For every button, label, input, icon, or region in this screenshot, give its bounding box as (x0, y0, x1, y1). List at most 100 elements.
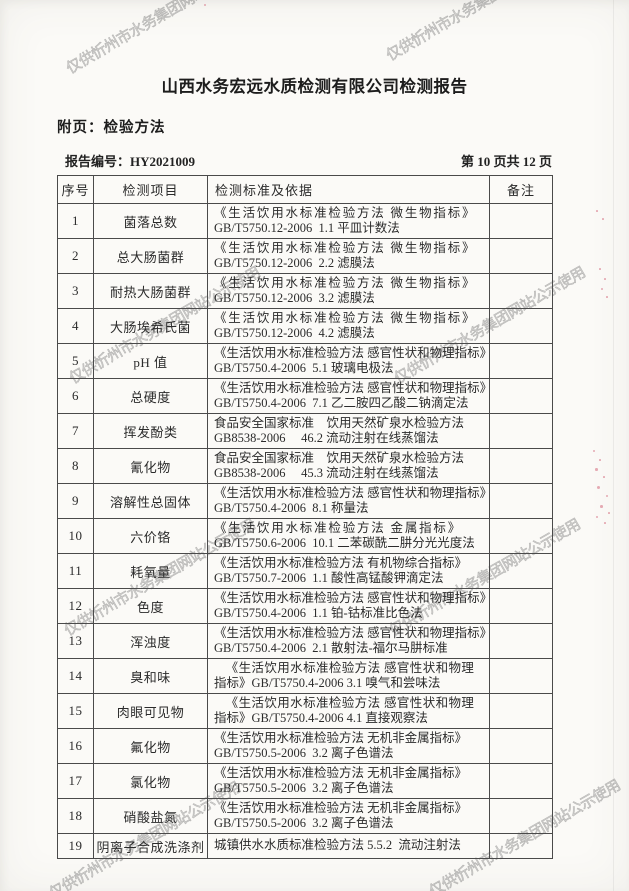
standard-cell: 《生活饮用水标准检验方法 无机非金属指标》 GB/T5750.5-2006 3.2… (207, 763, 490, 799)
standard-cell: 《生活饮用水标准检验方法 感官性状和物理指标》 GB/T5750.4-2006 5… (207, 343, 490, 379)
table-header-row: 序号 检测项目 检测标准及依据 备注 (57, 175, 553, 204)
remark-cell (489, 693, 553, 729)
standard-cell: 《生活饮用水标准检验方法 感官性状和物理指标》 GB/T5750.4-2006 7… (207, 378, 490, 414)
page-indicator: 第 10 页共 12 页 (460, 154, 552, 169)
standard-line1: 《生活饮用水标准检验方法 感官性状和物理指标》 (214, 590, 490, 605)
column-header-item: 检测项目 (93, 175, 208, 204)
standard-line2: 指标》GB/T5750.4-2006 4.1 直接观察法 (214, 711, 428, 725)
standard-cell: 《生活饮用水标准检验方法 微生物指标》 GB/T5750.12-2006 4.2 … (207, 308, 490, 344)
standard-cell: 食品安全国家标准 饮用天然矿泉水检验方法 GB8538-2006 46.2 流动注… (207, 413, 490, 449)
standard-line1: 《生活饮用水标准检验方法 感官性状和物理指标》 (214, 625, 490, 640)
test-item-cell: 氰化物 (93, 448, 208, 484)
remark-cell (489, 448, 553, 484)
table-row: 2 总大肠菌群 《生活饮用水标准检验方法 微生物指标》 GB/T5750.12-200… (57, 238, 553, 274)
table-row: 17 氯化物 《生活饮用水标准检验方法 无机非金属指标》 GB/T5750.5-200… (57, 763, 553, 799)
test-item-cell: 大肠埃希氏菌 (93, 308, 208, 344)
standard-line1: 《生活饮用水标准检验方法 微生物指标》 (214, 275, 477, 290)
standard-cell: 《生活饮用水标准检验方法 感官性状和物理 指标》GB/T5750.4-2006 3… (207, 658, 490, 694)
methods-table-body: 1 菌落总数 《生活饮用水标准检验方法 微生物指标》 GB/T5750.12-2006… (57, 203, 553, 859)
standard-cell: 《生活饮用水标准检验方法 无机非金属指标》 GB/T5750.5-2006 3.2… (207, 728, 490, 764)
test-item-cell: 浑浊度 (93, 623, 208, 659)
table-row: 6 总硬度 《生活饮用水标准检验方法 感官性状和物理指标》 GB/T5750.4-20… (57, 378, 553, 414)
remark-cell (489, 413, 553, 449)
remark-cell (489, 343, 553, 379)
test-item-cell: 耗氧量 (93, 553, 208, 589)
standard-line2: GB/T5750.4-2006 2.1 散射法-福尔马肼标准 (214, 641, 448, 655)
standard-line1: 《生活饮用水标准检验方法 微生物指标》 (214, 205, 477, 220)
standard-line1: 食品安全国家标准 饮用天然矿泉水检验方法 (214, 450, 465, 465)
test-item-cell: 挥发酚类 (93, 413, 208, 449)
table-row: 9 溶解性总固体 《生活饮用水标准检验方法 感官性状和物理指标》 GB/T5750.4… (57, 483, 553, 519)
table-row: 18 硝酸盐氮 《生活饮用水标准检验方法 无机非金属指标》 GB/T5750.5-20… (57, 798, 553, 834)
standard-line1: 《生活饮用水标准检验方法 感官性状和物理 (225, 695, 475, 710)
remark-cell (489, 273, 553, 309)
report-number: 报告编号：HY2021009 (65, 151, 195, 170)
page-title: 山西水务宏远水质检测有限公司检测报告 (161, 78, 468, 96)
table-row: 3 耐热大肠菌群 《生活饮用水标准检验方法 微生物指标》 GB/T5750.12-20… (57, 273, 553, 309)
standard-line2: GB/T5750.7-2006 1.1 酸性高锰酸钾滴定法 (214, 571, 444, 585)
test-item-cell: 总硬度 (93, 378, 208, 414)
standard-cell: 《生活饮用水标准检验方法 无机非金属指标》 GB/T5750.5-2006 3.2… (207, 798, 490, 834)
report-number-value: HY2021009 (130, 154, 196, 169)
standard-line1: 《生活饮用水标准检验方法 感官性状和物理 (225, 660, 475, 675)
row-number-cell: 14 (57, 658, 94, 694)
remark-cell (489, 763, 553, 799)
standard-line2: GB8538-2006 46.2 流动注射在线蒸馏法 (214, 431, 439, 445)
standard-cell: 《生活饮用水标准检验方法 感官性状和物理指标》 GB/T5750.4-2006 8… (207, 483, 490, 519)
standard-cell: 《生活饮用水标准检验方法 微生物指标》 GB/T5750.12-2006 3.2 … (207, 273, 490, 309)
column-header-no: 序号 (57, 175, 94, 204)
row-number-cell: 11 (57, 553, 94, 589)
standard-cell: 《生活饮用水标准检验方法 金属指标》 GB/T5750.6-2006 10.1 二… (207, 518, 490, 554)
standard-line1: 《生活饮用水标准检验方法 无机非金属指标》 (214, 800, 468, 815)
standard-line1: 食品安全国家标准 饮用天然矿泉水检验方法 (214, 415, 465, 430)
remark-cell (489, 588, 553, 624)
remark-cell (489, 203, 553, 239)
standard-line1: 《生活饮用水标准检验方法 感官性状和物理指标》 (214, 380, 490, 395)
standard-line2: GB/T5750.12-2006 2.2 滤膜法 (214, 256, 375, 270)
table-row: 13 浑浊度 《生活饮用水标准检验方法 感官性状和物理指标》 GB/T5750.4-2… (57, 623, 553, 659)
row-number-cell: 10 (57, 518, 94, 554)
table-row: 1 菌落总数 《生活饮用水标准检验方法 微生物指标》 GB/T5750.12-2006… (57, 203, 553, 239)
table-row: 10 六价铬 《生活饮用水标准检验方法 金属指标》 GB/T5750.6-2006 1… (57, 518, 553, 554)
row-number-cell: 8 (57, 448, 94, 484)
test-item-cell: 硝酸盐氮 (93, 798, 208, 834)
table-row: 7 挥发酚类 食品安全国家标准 饮用天然矿泉水检验方法 GB8538-2006 46.… (57, 413, 553, 449)
table-row: 16 氟化物 《生活饮用水标准检验方法 无机非金属指标》 GB/T5750.5-200… (57, 728, 553, 764)
table-row: 15 肉眼可见物 《生活饮用水标准检验方法 感官性状和物理 指标》GB/T5750.4… (57, 693, 553, 729)
standard-line1: 《生活饮用水标准检验方法 有机物综合指标》 (214, 555, 468, 570)
scan-page-edge (613, 0, 614, 891)
standard-line2: GB/T5750.4-2006 7.1 乙二胺四乙酸二钠滴定法 (214, 396, 469, 410)
standard-line2: GB8538-2006 45.3 流动注射在线蒸馏法 (214, 466, 439, 480)
test-item-cell: pH 值 (93, 343, 208, 379)
row-number-cell: 15 (57, 693, 94, 729)
test-item-cell: 菌落总数 (93, 203, 208, 239)
standard-line2: GB/T5750.4-2006 1.1 铂-钴标准比色法 (214, 606, 423, 620)
remark-cell (489, 378, 553, 414)
row-number-cell: 16 (57, 728, 94, 764)
test-item-cell: 耐热大肠菌群 (93, 273, 208, 309)
attachment-subtitle: 附页：检验方法 (57, 120, 166, 136)
table-row: 11 耗氧量 《生活饮用水标准检验方法 有机物综合指标》 GB/T5750.7-200… (57, 553, 553, 589)
column-header-standard: 检测标准及依据 (207, 175, 490, 204)
table-row: 19 阴离子合成洗涤剂 城镇供水水质标准检验方法 5.5.2 流动注射法 (57, 833, 553, 859)
standard-line2: GB/T5750.5-2006 3.2 离子色谱法 (214, 816, 394, 830)
row-number-cell: 1 (57, 203, 94, 239)
standard-cell: 《生活饮用水标准检验方法 感官性状和物理指标》 GB/T5750.4-2006 2… (207, 623, 490, 659)
report-number-label: 报告编号： (65, 154, 131, 169)
methods-table: 序号 检测项目 检测标准及依据 备注 1 菌落总数 《生活饮用水标准检验方法 微生物… (57, 175, 553, 859)
standard-line2: 指标》GB/T5750.4-2006 3.1 嗅气和尝味法 (214, 676, 441, 690)
row-number-cell: 5 (57, 343, 94, 379)
standard-line1: 《生活饮用水标准检验方法 感官性状和物理指标》 (214, 485, 490, 500)
standard-line1: 《生活饮用水标准检验方法 感官性状和物理指标》 (214, 345, 490, 360)
row-number-cell: 3 (57, 273, 94, 309)
test-item-cell: 溶解性总固体 (93, 483, 208, 519)
remark-cell (489, 728, 553, 764)
test-item-cell: 肉眼可见物 (93, 693, 208, 729)
row-number-cell: 7 (57, 413, 94, 449)
standard-line1: 《生活饮用水标准检验方法 微生物指标》 (214, 240, 477, 255)
test-item-cell: 臭和味 (93, 658, 208, 694)
standard-line2: GB/T5750.4-2006 8.1 称量法 (214, 501, 369, 515)
standard-cell: 《生活饮用水标准检验方法 微生物指标》 GB/T5750.12-2006 1.1 … (207, 203, 490, 239)
remark-cell (489, 308, 553, 344)
table-row: 8 氰化物 食品安全国家标准 饮用天然矿泉水检验方法 GB8538-2006 45.3… (57, 448, 553, 484)
